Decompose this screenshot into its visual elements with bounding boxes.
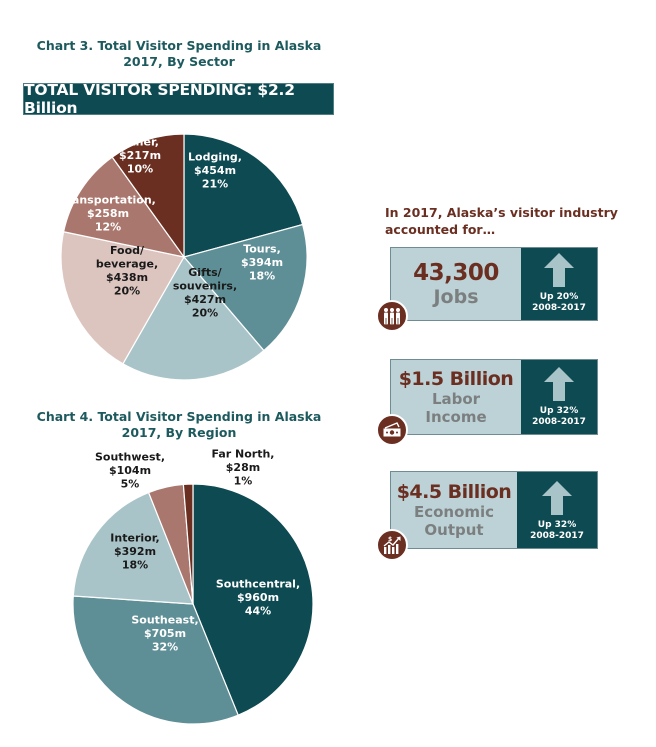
- region-label-southwest: Southwest, $104m 5%: [95, 451, 165, 491]
- sector-label-line: Gifts/: [188, 266, 222, 279]
- region-label-line: $104m: [109, 464, 151, 477]
- labor-income-label-line-2: Income: [425, 408, 487, 426]
- region-pie-slices: [72, 483, 314, 725]
- region-label-southeast: Southeast, $705m 32%: [131, 614, 198, 654]
- sector-label-lodging: Lodging, $454m 21%: [188, 151, 242, 191]
- labor-income-card-main: $1.5 Billion Labor Income: [391, 360, 521, 434]
- total-spending-banner: TOTAL VISITOR SPENDING: $2.2 Billion: [23, 81, 334, 117]
- economic-output-label-line-1: Economic: [413, 503, 495, 521]
- sector-label-line: $438m: [106, 271, 148, 284]
- sector-label-food-beverage: Food/beverage, $438m 20%: [96, 244, 158, 297]
- sector-label-gifts-souvenirs: Gifts/souvenirs, $427m 20%: [173, 266, 237, 320]
- sector-label-line: $454m: [194, 164, 236, 177]
- sector-label-line: 20%: [192, 306, 218, 319]
- sector-slice-other: [111, 133, 185, 259]
- jobs-label: Jobs: [433, 286, 479, 308]
- region-label-line: 44%: [245, 605, 271, 618]
- impact-intro-line-2: accounted for…: [385, 222, 496, 237]
- region-label-interior: Interior, $392m 18%: [110, 532, 159, 572]
- chart-4-title: Chart 4. Total Visitor Spending in Alask…: [20, 409, 338, 441]
- jobs-change-line-1: Up 20%: [539, 292, 579, 302]
- region-slice-far-north: [182, 483, 194, 605]
- sector-label-line: beverage,: [96, 257, 158, 270]
- sector-label-line: $394m: [241, 256, 283, 269]
- labor-income-card: $1.5 Billion Labor Income Up 32% 2008-20…: [390, 359, 598, 435]
- arrow-up-icon: [542, 481, 572, 515]
- region-label-line: Southeast,: [131, 614, 198, 627]
- sector-label-line: 12%: [95, 221, 121, 234]
- sector-label-line: Lodging,: [188, 151, 242, 164]
- economic-output-label-line-2: Output: [424, 521, 484, 539]
- region-label-southcentral: Southcentral, $960m 44%: [216, 578, 300, 618]
- economic-output-change-line-1: Up 32%: [537, 520, 577, 530]
- jobs-change-panel: Up 20% 2008-2017: [521, 248, 597, 320]
- labor-income-change-line-2: 2008-2017: [532, 417, 586, 427]
- impact-intro: In 2017, Alaska’s visitor industry accou…: [385, 204, 625, 238]
- sector-label-other: Other, $217m 10%: [119, 136, 161, 176]
- sector-slice-transportation: [62, 156, 186, 258]
- sector-label-line: $427m: [184, 293, 226, 306]
- region-label-line: $960m: [237, 591, 279, 604]
- region-label-line: 32%: [152, 641, 178, 654]
- sector-slice-lodging: [183, 133, 304, 258]
- region-label-line: 5%: [121, 478, 140, 491]
- sector-label-line: $217m: [119, 149, 161, 162]
- sector-label-line: Tours,: [243, 243, 281, 256]
- chart-3-title-line-2: 2017, By Sector: [123, 54, 235, 69]
- economic-output-change-line-2: 2008-2017: [530, 531, 584, 541]
- economic-output-change-panel: Up 32% 2008-2017: [517, 472, 597, 548]
- sector-label-line: Food/: [110, 244, 145, 257]
- region-slice-southcentral: [192, 483, 314, 716]
- jobs-card: 43,300 Jobs Up 20% 2008-2017: [390, 247, 598, 321]
- labor-income-change-panel: Up 32% 2008-2017: [521, 360, 597, 434]
- region-label-line: Southcentral,: [216, 578, 300, 591]
- sector-label-line: 20%: [114, 284, 140, 297]
- sector-label-line: 18%: [249, 270, 275, 283]
- region-label-line: $28m: [226, 461, 260, 474]
- region-label-line: $392m: [114, 545, 156, 558]
- economic-output-card-main: $4.5 Billion Economic Output: [391, 472, 517, 548]
- chart-3-title: Chart 3. Total Visitor Spending in Alask…: [20, 38, 338, 70]
- sector-slice-tours: [182, 223, 308, 352]
- labor-income-change-line-1: Up 32%: [539, 406, 579, 416]
- chart-4-title-line-2: 2017, By Region: [121, 425, 237, 440]
- sector-label-line: Other,: [121, 136, 159, 149]
- sector-label-line: Transportation,: [60, 194, 156, 207]
- arrow-up-icon: [544, 367, 574, 401]
- region-slice-southeast: [72, 595, 239, 725]
- region-label-far-north: Far North, $28m 1%: [211, 448, 274, 488]
- sector-slice-gifts-souvenirs: [122, 255, 265, 381]
- sector-label-line: 21%: [202, 178, 228, 191]
- arrow-up-icon: [544, 253, 574, 287]
- jobs-value: 43,300: [413, 260, 499, 286]
- sector-slice-food-beverage: [60, 231, 185, 365]
- region-label-line: Southwest,: [95, 451, 165, 464]
- labor-income-label-line-1: Labor: [431, 390, 481, 408]
- people-icon: [376, 300, 408, 332]
- money-icon: [376, 414, 408, 446]
- sector-label-transportation: Transportation, $258m 12%: [60, 194, 156, 234]
- sector-label-tours: Tours, $394m 18%: [241, 243, 283, 283]
- region-label-line: 18%: [122, 559, 148, 572]
- region-slice-interior: [72, 491, 194, 605]
- region-label-line: $705m: [144, 627, 186, 640]
- svg-text:$: $: [388, 536, 392, 543]
- labor-income-value: $1.5 Billion: [398, 368, 514, 390]
- jobs-card-main: 43,300 Jobs: [391, 248, 521, 320]
- chart-4-title-line-1: Chart 4. Total Visitor Spending in Alask…: [36, 409, 322, 424]
- growth-chart-icon: $: [376, 529, 408, 561]
- sector-label-line: souvenirs,: [173, 279, 237, 292]
- sector-label-line: 10%: [127, 163, 153, 176]
- chart-3-title-line-1: Chart 3. Total Visitor Spending in Alask…: [36, 38, 322, 53]
- region-label-line: Far North,: [211, 448, 274, 461]
- impact-intro-line-1: In 2017, Alaska’s visitor industry: [385, 205, 618, 220]
- sector-pie-slices: [60, 133, 308, 381]
- region-label-line: 1%: [234, 475, 253, 488]
- region-label-line: Interior,: [110, 532, 159, 545]
- economic-output-value: $4.5 Billion: [396, 481, 512, 503]
- sector-label-line: $258m: [87, 207, 129, 220]
- jobs-change-line-2: 2008-2017: [532, 303, 586, 313]
- economic-output-card: $4.5 Billion Economic Output Up 32% 2008…: [390, 471, 598, 549]
